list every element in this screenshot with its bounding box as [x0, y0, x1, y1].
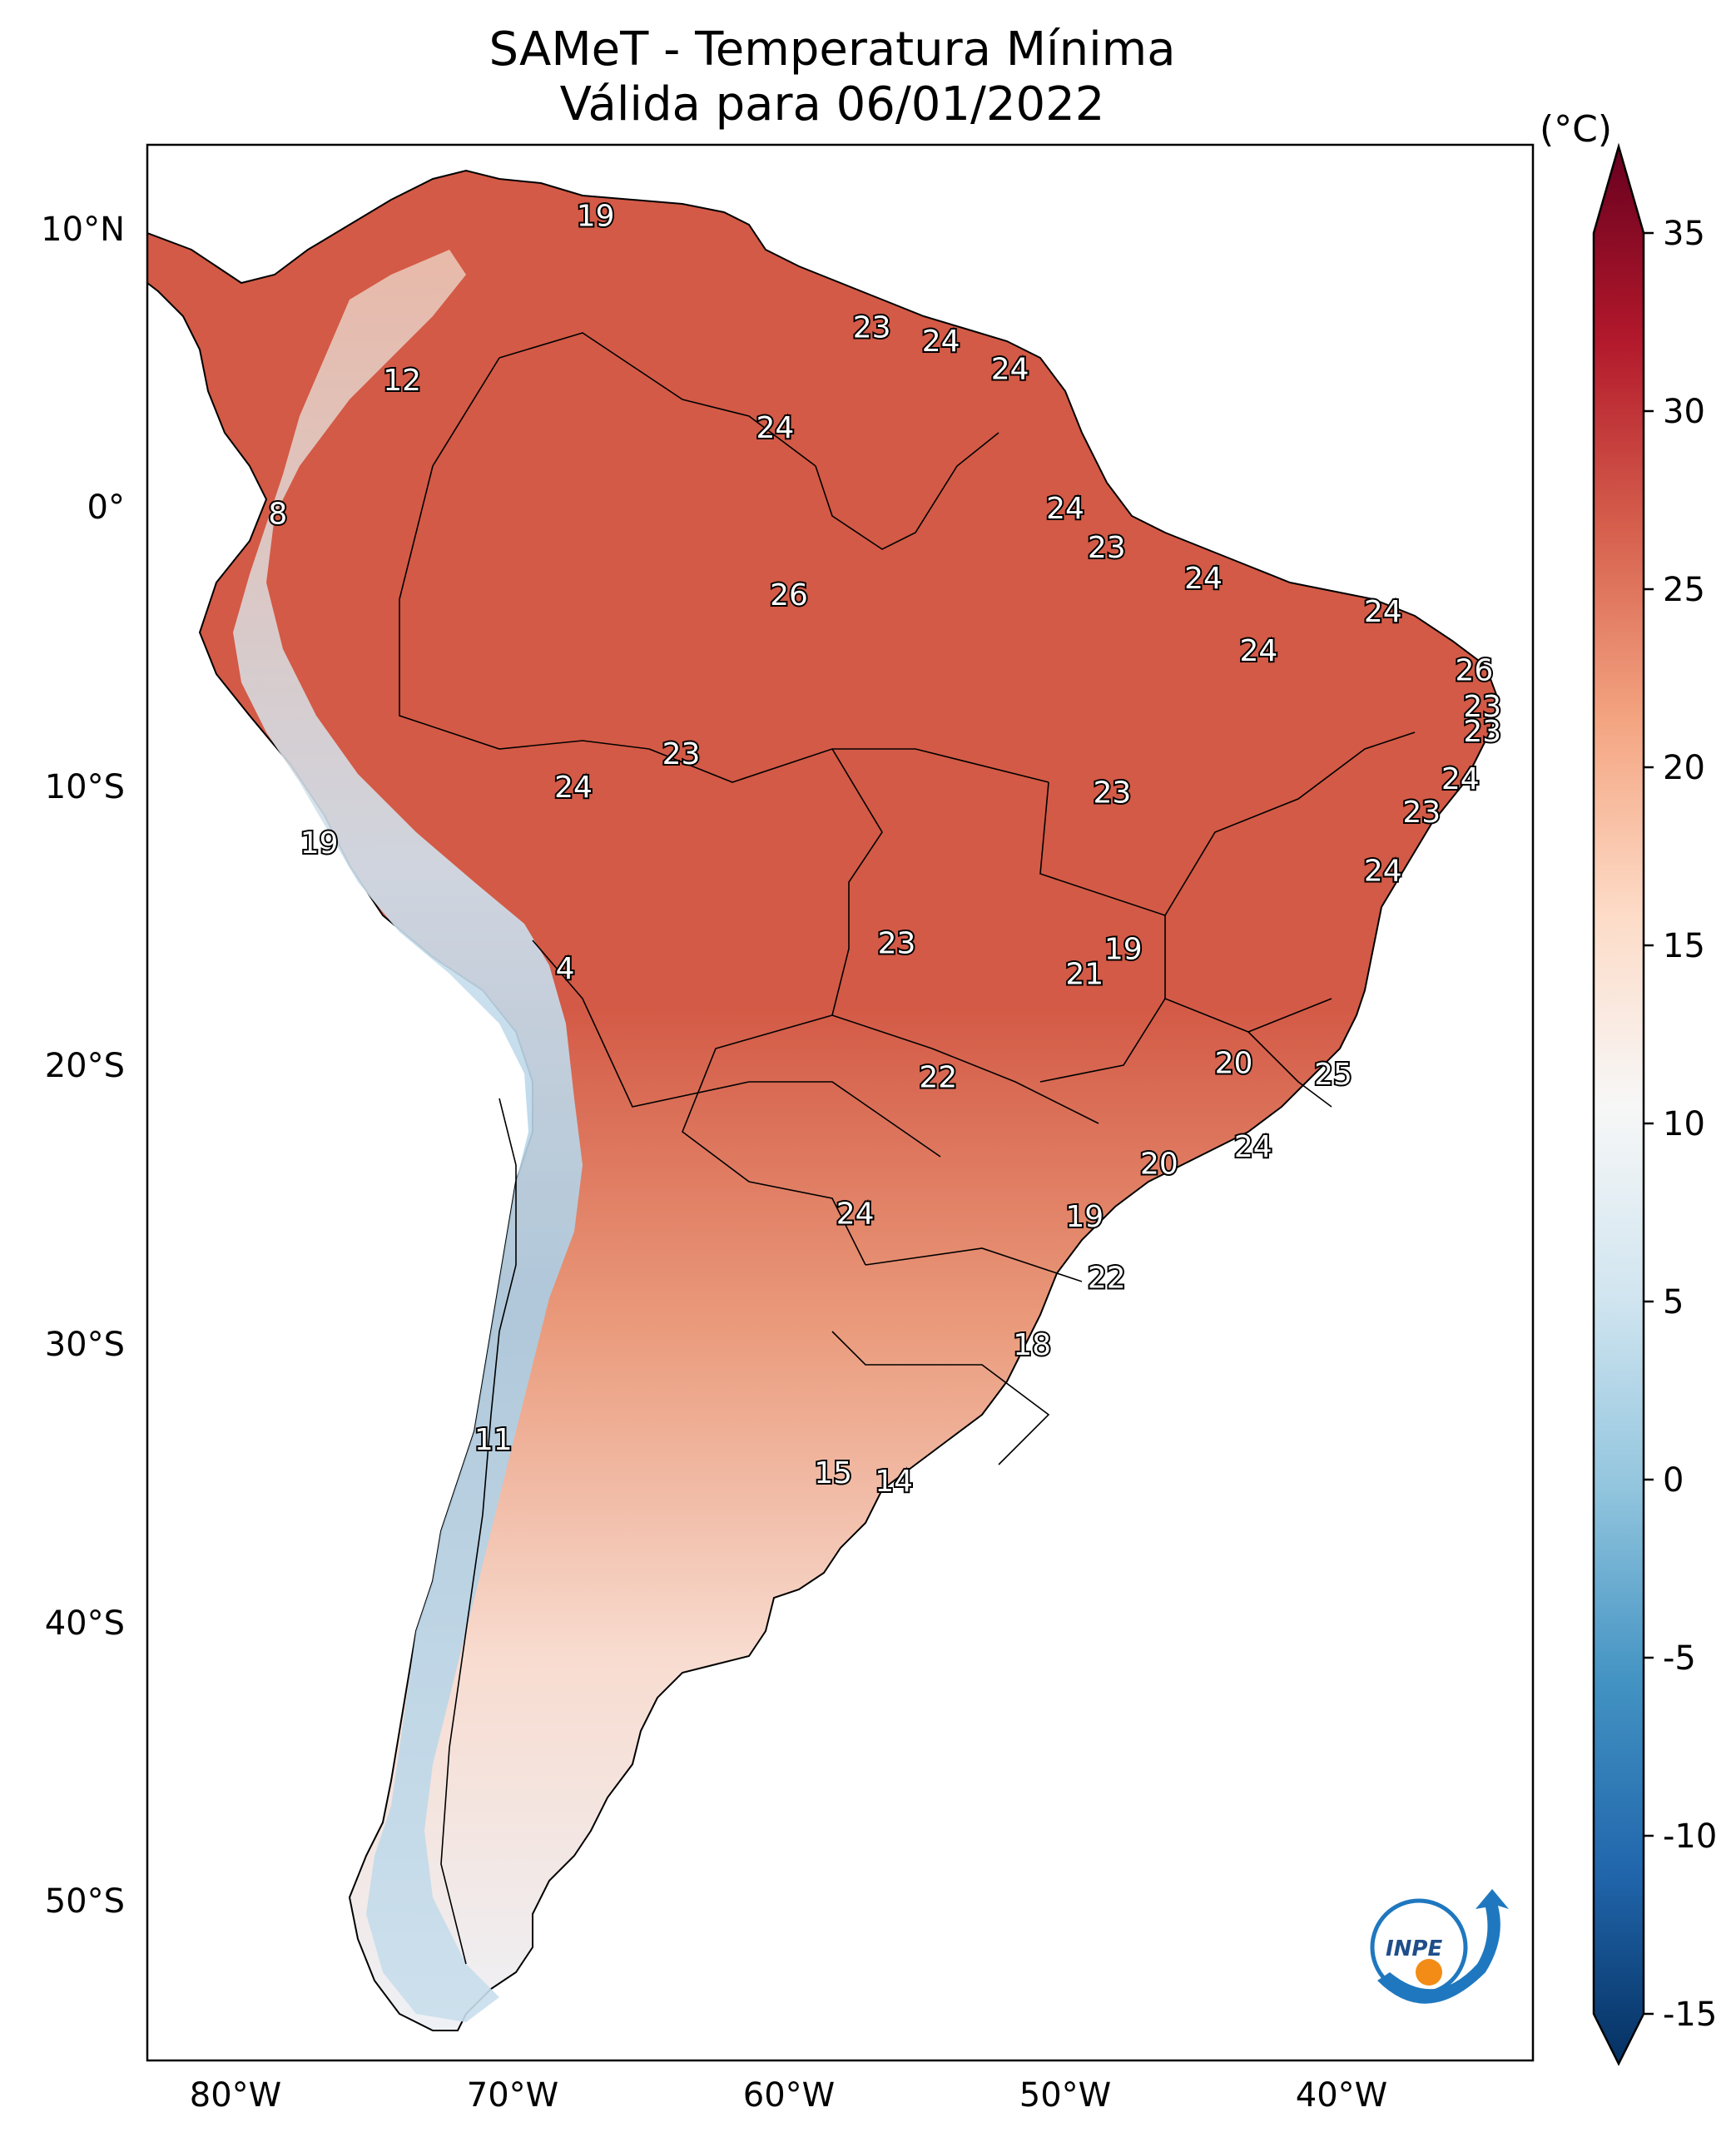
station-temperature-label: 24 [1441, 762, 1480, 796]
station-temperature-label: 23 [1402, 796, 1441, 830]
station-temperature-label: 24 [1364, 595, 1402, 629]
country-borders [399, 332, 1416, 1965]
colorbar-tick-label: 35 [1663, 215, 1705, 253]
station-temperature-label: 4 [556, 952, 575, 986]
station-temperature-label: 24 [1234, 1130, 1272, 1164]
station-temperature-label: 23 [1094, 776, 1132, 811]
lon-label: 60°W [742, 2076, 836, 2115]
station-temperature-label: 22 [919, 1060, 957, 1094]
inpe-logo: INPE [1370, 1889, 1509, 2004]
lon-label: 70°W [466, 2076, 559, 2115]
lon-label: 40°W [1295, 2076, 1388, 2115]
colorbar-tick-label: -15 [1663, 1996, 1717, 2034]
station-temperature-label: 23 [662, 737, 701, 771]
station-temperature-label: 8 [268, 498, 287, 532]
title-line-2: Válida para 06/01/2022 [559, 77, 1105, 131]
colorbar-tick-label: 25 [1663, 571, 1705, 609]
station-temperature-label: 20 [1140, 1147, 1178, 1181]
colorbar-tick-label: 30 [1663, 393, 1705, 431]
lat-label: 10°N [41, 211, 125, 249]
colorbar-tick-label: 20 [1663, 749, 1705, 787]
station-temperature-label: 25 [1314, 1058, 1352, 1092]
station-temperature-label: 24 [1364, 855, 1402, 889]
lat-label: 40°S [44, 1604, 125, 1643]
lat-label: 20°S [44, 1047, 125, 1085]
station-temperature-label: 23 [1463, 690, 1501, 724]
colorbar-tick-label: 15 [1663, 927, 1705, 965]
station-temperature-label: 24 [554, 771, 593, 805]
station-temperature-label: 24 [1184, 562, 1223, 596]
logo-arrow-icon [1377, 1889, 1509, 2004]
lat-label: 50°S [44, 1882, 125, 1921]
station-temperature-label: 24 [836, 1197, 875, 1232]
lat-label: 10°S [44, 768, 125, 806]
continent-layer [147, 169, 1500, 2031]
station-temperature-label: 24 [991, 353, 1029, 387]
station-temperature-label: 14 [875, 1465, 913, 1499]
station-temperature-label: 11 [474, 1423, 513, 1457]
lon-label: 50°W [1019, 2076, 1112, 2115]
station-temperature-label: 12 [383, 364, 421, 398]
station-temperature-label: 24 [1239, 634, 1277, 668]
colorbar-body [1592, 142, 1645, 2066]
station-temperature-label: 19 [300, 826, 339, 860]
map-frame [146, 143, 1535, 2062]
colorbar-tick-label: 5 [1663, 1283, 1684, 1321]
station-temperature-label: 23 [853, 310, 891, 345]
station-temperature-label: 19 [1104, 932, 1143, 966]
title-line-1: SAMeT - Temperatura Mínima [489, 22, 1176, 77]
station-temperature-label: 19 [1065, 1200, 1104, 1234]
station-temperature-label: 23 [1463, 715, 1501, 749]
lat-label: 0° [87, 488, 125, 527]
station-temperature-label: 26 [770, 578, 808, 612]
colorbar-tick-label: -10 [1663, 1817, 1717, 1856]
station-temperature-label: 26 [1455, 653, 1493, 687]
station-temperature-label: 24 [1046, 492, 1084, 526]
colorbar-tick-label: -5 [1663, 1639, 1696, 1678]
colorbar-unit: (°C) [1540, 108, 1613, 151]
station-temperature-label: 23 [878, 927, 916, 961]
lat-label: 30°S [44, 1326, 125, 1364]
station-temperature-label: 19 [577, 199, 615, 233]
station-temperature-label: 23 [1088, 531, 1126, 565]
station-temperature-label: 21 [1065, 957, 1104, 991]
colorbar-ticks: 35 30 25 20 15 10 5 0 -5 -10 -15 [1644, 215, 1717, 2034]
station-temperature-label: 24 [922, 325, 960, 359]
colorbar-tick-label: 10 [1663, 1105, 1705, 1143]
station-temperature-label: 15 [814, 1456, 852, 1490]
station-temperature-label: 18 [1013, 1328, 1051, 1362]
station-temperature-label: 24 [756, 411, 794, 445]
station-temperature-label: 20 [1215, 1047, 1253, 1081]
colorbar: 35 30 25 20 15 10 5 0 -5 -10 -15 [1592, 142, 1717, 2066]
lon-label: 80°W [189, 2076, 282, 2115]
logo-orange-dot [1416, 1959, 1442, 1986]
station-temperature-label: 22 [1088, 1262, 1126, 1296]
logo-text: INPE [1386, 1936, 1442, 1961]
colorbar-tick-label: 0 [1663, 1461, 1684, 1500]
